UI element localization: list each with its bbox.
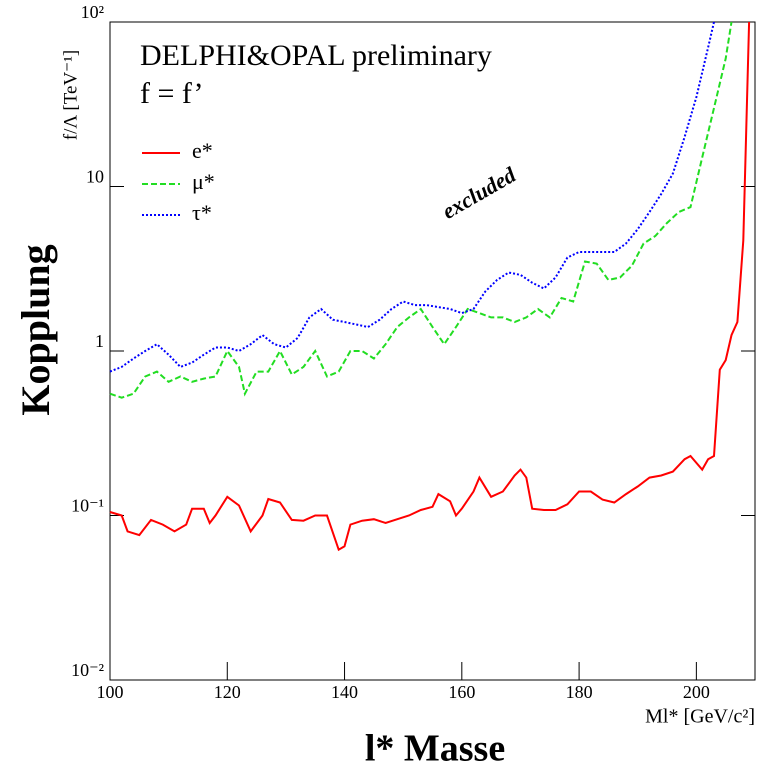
x-axis-unit: Ml* [GeV/c²]: [645, 706, 755, 728]
series-line: [109, 21, 715, 373]
annotation: excluded: [438, 161, 521, 223]
x-axis-title: l* Masse: [365, 728, 505, 770]
y-axis-unit: f/Λ [TeV⁻¹]: [60, 50, 81, 140]
legend-label: τ*: [192, 200, 212, 225]
x-tick-label: 100: [97, 682, 124, 702]
x-tick-label: 200: [683, 682, 710, 702]
series-line: [109, 21, 733, 399]
series-line: [109, 21, 751, 552]
legend-label: e*: [192, 138, 213, 163]
x-tick-label: 140: [331, 682, 358, 702]
legend-label: μ*: [192, 169, 215, 194]
chart-title: DELPHI&OPAL preliminary: [140, 39, 492, 72]
y-tick-label: 1: [95, 331, 104, 351]
y-tick-label: 10⁻²: [71, 660, 104, 680]
plot-frame: [109, 21, 756, 681]
x-tick-label: 120: [214, 682, 241, 702]
x-tick-label: 160: [448, 682, 475, 702]
x-tick-label: 180: [566, 682, 593, 702]
y-tick-label: 10⁻¹: [71, 496, 104, 516]
y-tick-label: 10: [86, 167, 104, 187]
y-axis-title: Kopplung: [13, 244, 58, 415]
y-tick-label: 10²: [81, 2, 104, 22]
chart-subtitle: f = f’: [140, 77, 204, 110]
